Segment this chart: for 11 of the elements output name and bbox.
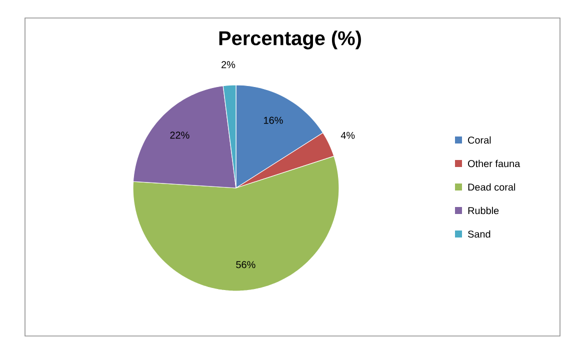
- legend-label: Sand: [468, 230, 490, 238]
- data-label: 2%: [222, 61, 236, 68]
- data-label: 16%: [264, 116, 283, 124]
- legend-label: Coral: [468, 136, 491, 144]
- legend-label: Dead coral: [468, 183, 516, 191]
- data-label: 56%: [236, 261, 256, 268]
- data-label: 4%: [340, 132, 355, 139]
- legend-label: Rubble: [468, 206, 499, 214]
- chart-title: Percentage (%): [219, 30, 361, 50]
- legend-label: Other fauna: [468, 160, 520, 168]
- data-label: 22%: [170, 132, 190, 139]
